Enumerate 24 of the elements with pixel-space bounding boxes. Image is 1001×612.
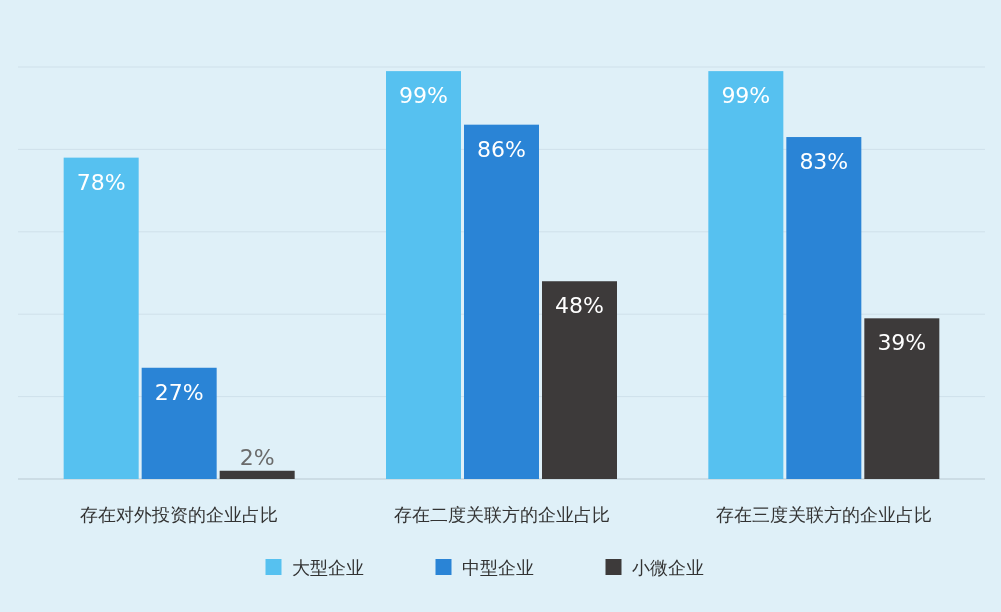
bar (786, 137, 862, 479)
bar (708, 71, 784, 479)
data-label: 86% (477, 136, 526, 162)
data-label: 83% (799, 149, 849, 175)
data-label: 99% (721, 83, 771, 109)
data-label: 27% (154, 379, 204, 405)
bar (386, 71, 461, 479)
data-label: 2% (239, 444, 275, 470)
x-tick-label: 存在二度关联方的企业占比 (393, 504, 610, 525)
legend-label: 小微企业 (631, 557, 704, 578)
bar (63, 157, 139, 479)
x-tick-label: 存在三度关联方的企业占比 (715, 504, 932, 525)
legend-label: 大型企业 (291, 557, 364, 578)
data-label: 39% (877, 330, 927, 356)
data-label: 78% (76, 169, 126, 195)
data-label: 99% (399, 83, 448, 109)
legend-label: 中型企业 (461, 557, 534, 578)
data-label: 48% (555, 293, 604, 319)
x-tick-label: 存在对外投资的企业占比 (80, 504, 279, 525)
bar (864, 318, 940, 479)
bar (141, 367, 217, 479)
bar (464, 124, 539, 479)
bar (219, 470, 295, 479)
bar (542, 281, 617, 479)
